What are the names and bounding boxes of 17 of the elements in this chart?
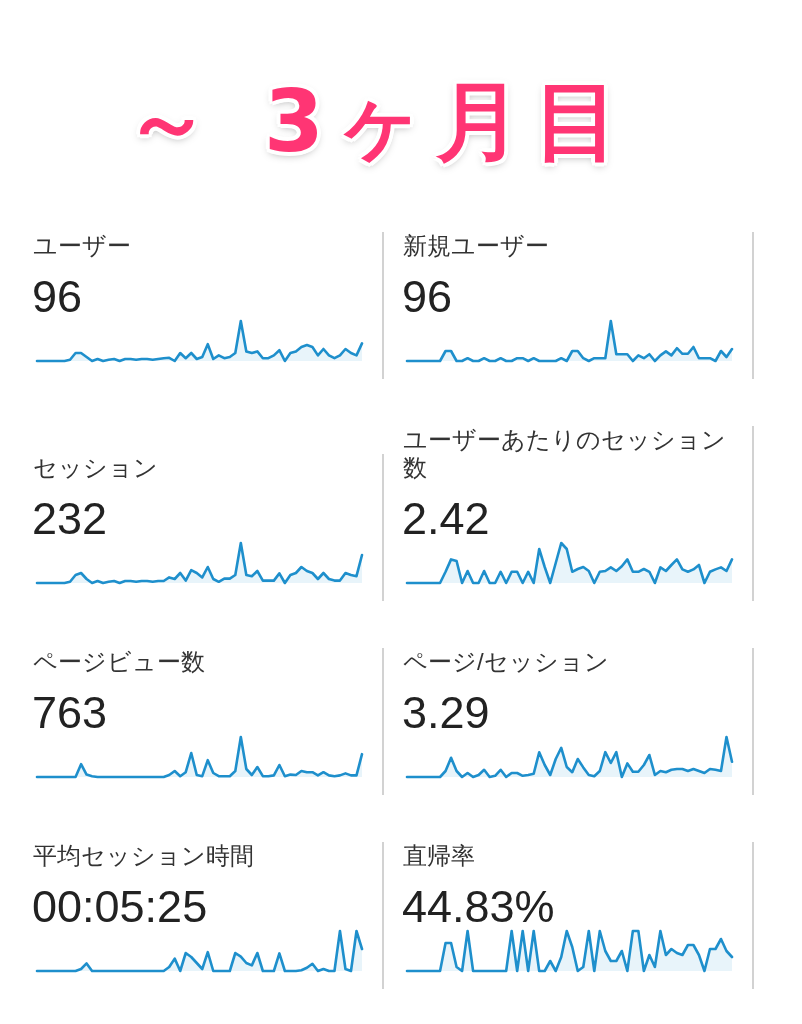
chart-title: セッション [32,454,159,482]
chart-title: 直帰率 [402,842,476,870]
text: ～ 3ヶ月目 [124,70,632,173]
chart-subtitle: 96 [32,271,84,323]
chart-subtitle: 232 [32,493,109,545]
chart-subtitle: 2.42 [402,493,491,545]
chart-title: ページ/セッション [402,648,610,676]
chart-title: ユーザーあたりのセッション数 [402,426,727,482]
chart-subtitle: 96 [402,271,454,323]
chart-title: ページビュー数 [32,648,206,676]
chart-title: ユーザー [32,232,132,260]
chart-subtitle: 763 [32,687,109,739]
chart-title: 平均セッション時間 [32,842,255,870]
chart-subtitle: 3.29 [402,687,491,739]
chart-title: 新規ユーザー [402,232,550,260]
chart-subtitle: 44.83% [402,881,556,933]
chart-subtitle: 00:05:25 [32,881,209,933]
